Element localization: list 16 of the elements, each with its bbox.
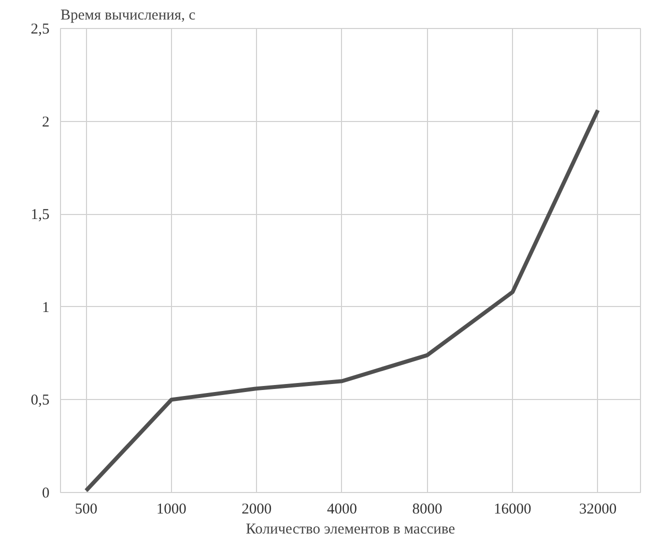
x-tick-label: 2000 — [242, 502, 272, 518]
x-tick-label: 8000 — [412, 502, 442, 518]
y-tick-label: 1 — [42, 300, 50, 316]
y-tick-label: 1,5 — [30, 207, 50, 224]
y-tick-label: 0,5 — [30, 392, 50, 409]
x-tick-label: 32000 — [579, 502, 617, 518]
y-tick-label: 2,5 — [30, 22, 50, 38]
x-tick-label: 1000 — [156, 502, 186, 518]
y-tick-label: 0 — [42, 486, 50, 502]
y-axis-title: Время вычисления, с — [60, 8, 196, 24]
y-tick-label: 2 — [42, 114, 50, 130]
x-tick-label: 500 — [74, 502, 98, 518]
x-tick-label: 16000 — [494, 502, 532, 518]
line-series — [84, 108, 600, 492]
x-tick-label: 4000 — [326, 502, 357, 518]
x-axis-title: Количество элементов в массиве — [246, 522, 456, 538]
